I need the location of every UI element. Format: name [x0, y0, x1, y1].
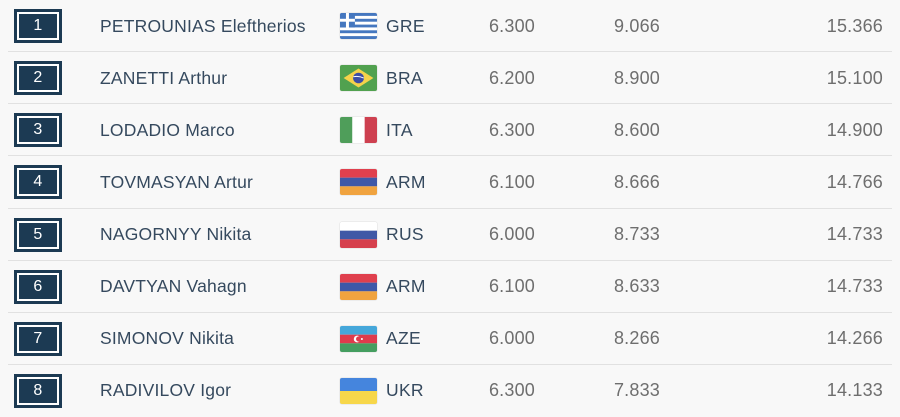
flag-ukr-icon — [340, 377, 377, 404]
rank-number: 5 — [19, 222, 57, 247]
e-score: 7.833 — [613, 380, 660, 401]
table-row[interactable]: 6 DAVTYAN Vahagn ARM 6.100 8.633 14.733 — [0, 261, 900, 313]
total-score: 14.733 — [826, 224, 883, 245]
rank-cell: 7 — [14, 321, 100, 356]
rank-number: 3 — [19, 118, 57, 143]
total-score: 14.133 — [826, 380, 883, 401]
rank-number: 2 — [19, 66, 57, 91]
d-score: 6.000 — [488, 328, 535, 349]
athlete-name: SIMONOV Nikita — [100, 328, 235, 349]
flag-aze-icon — [340, 325, 377, 352]
total-score: 14.766 — [826, 171, 883, 192]
d-score: 6.200 — [488, 67, 535, 88]
d-score: 6.100 — [488, 276, 535, 297]
rank-badge: 3 — [14, 113, 62, 148]
athlete-name: DAVTYAN Vahagn — [100, 276, 247, 297]
country-code: AZE — [386, 328, 421, 349]
athlete-name: ZANETTI Arthur — [100, 67, 228, 88]
d-score: 6.300 — [488, 15, 535, 36]
rank-badge: 2 — [14, 61, 62, 96]
country-cell: RUS — [340, 221, 480, 248]
athlete-name: PETROUNIAS Eleftherios — [100, 15, 306, 36]
e-score: 8.633 — [613, 276, 660, 297]
rank-number: 7 — [19, 326, 57, 351]
rank-cell: 1 — [14, 9, 100, 44]
flag-arm-icon — [340, 169, 377, 196]
rank-cell: 3 — [14, 113, 100, 148]
e-score: 8.600 — [613, 119, 660, 140]
e-score: 8.900 — [613, 67, 660, 88]
rank-badge: 4 — [14, 165, 62, 200]
table-row[interactable]: 2 ZANETTI Arthur BRA 6.200 8.900 15.100 — [0, 52, 900, 105]
country-code: UKR — [386, 380, 424, 401]
d-score: 6.300 — [488, 380, 535, 401]
athlete-name: TOVMASYAN Artur — [100, 171, 254, 192]
country-cell: ARM — [340, 273, 480, 300]
flag-arm-icon — [340, 273, 377, 300]
table-row[interactable]: 8 RADIVILOV Igor UKR 6.300 7.833 14.133 — [0, 365, 900, 417]
rank-cell: 8 — [14, 373, 100, 408]
rank-number: 4 — [19, 170, 57, 195]
country-code: GRE — [386, 15, 425, 36]
total-score: 15.100 — [826, 67, 883, 88]
country-cell: AZE — [340, 325, 480, 352]
rank-cell: 6 — [14, 269, 100, 304]
table-row[interactable]: 5 NAGORNYY Nikita RUS 6.000 8.733 14.733 — [0, 209, 900, 261]
rank-number: 6 — [19, 274, 57, 299]
e-score: 8.666 — [613, 171, 660, 192]
country-code: BRA — [386, 67, 423, 88]
total-score: 15.366 — [826, 15, 883, 36]
flag-gre-icon — [340, 13, 377, 40]
country-cell: BRA — [340, 65, 480, 92]
country-code: ARM — [386, 276, 426, 297]
total-score: 14.900 — [826, 119, 883, 140]
e-score: 8.733 — [613, 224, 660, 245]
rank-badge: 5 — [14, 217, 62, 252]
rank-cell: 2 — [14, 61, 100, 96]
rank-badge: 7 — [14, 321, 62, 356]
table-row[interactable]: 7 SIMONOV Nikita AZE 6.000 8.266 14.266 — [0, 313, 900, 366]
table-row[interactable]: 4 TOVMASYAN Artur ARM 6.100 8.666 14.766 — [0, 156, 900, 209]
total-score: 14.266 — [826, 328, 883, 349]
rank-badge: 1 — [14, 9, 62, 44]
rank-cell: 4 — [14, 165, 100, 200]
e-score: 9.066 — [613, 15, 660, 36]
rank-badge: 6 — [14, 269, 62, 304]
country-cell: UKR — [340, 377, 480, 404]
flag-bra-icon — [340, 65, 377, 92]
table-row[interactable]: 1 PETROUNIAS Eleftherios GRE 6.300 9.066… — [0, 0, 900, 53]
flag-rus-icon — [340, 221, 377, 248]
total-score: 14.733 — [826, 276, 883, 297]
athlete-name: RADIVILOV Igor — [100, 380, 232, 401]
table-row[interactable]: 3 LODADIO Marco ITA 6.300 8.600 14.900 — [0, 104, 900, 157]
d-score: 6.300 — [488, 119, 535, 140]
rank-number: 8 — [19, 378, 57, 403]
rank-badge: 8 — [14, 373, 62, 408]
flag-ita-icon — [340, 117, 377, 144]
country-code: ITA — [386, 119, 413, 140]
athlete-name: LODADIO Marco — [100, 119, 235, 140]
country-cell: ARM — [340, 169, 480, 196]
country-cell: ITA — [340, 117, 480, 144]
d-score: 6.100 — [488, 171, 535, 192]
e-score: 8.266 — [613, 328, 660, 349]
rank-cell: 5 — [14, 217, 100, 252]
country-code: ARM — [386, 171, 426, 192]
country-code: RUS — [386, 224, 424, 245]
rank-number: 1 — [19, 14, 57, 39]
athlete-name: NAGORNYY Nikita — [100, 224, 252, 245]
country-cell: GRE — [340, 13, 480, 40]
d-score: 6.000 — [488, 224, 535, 245]
